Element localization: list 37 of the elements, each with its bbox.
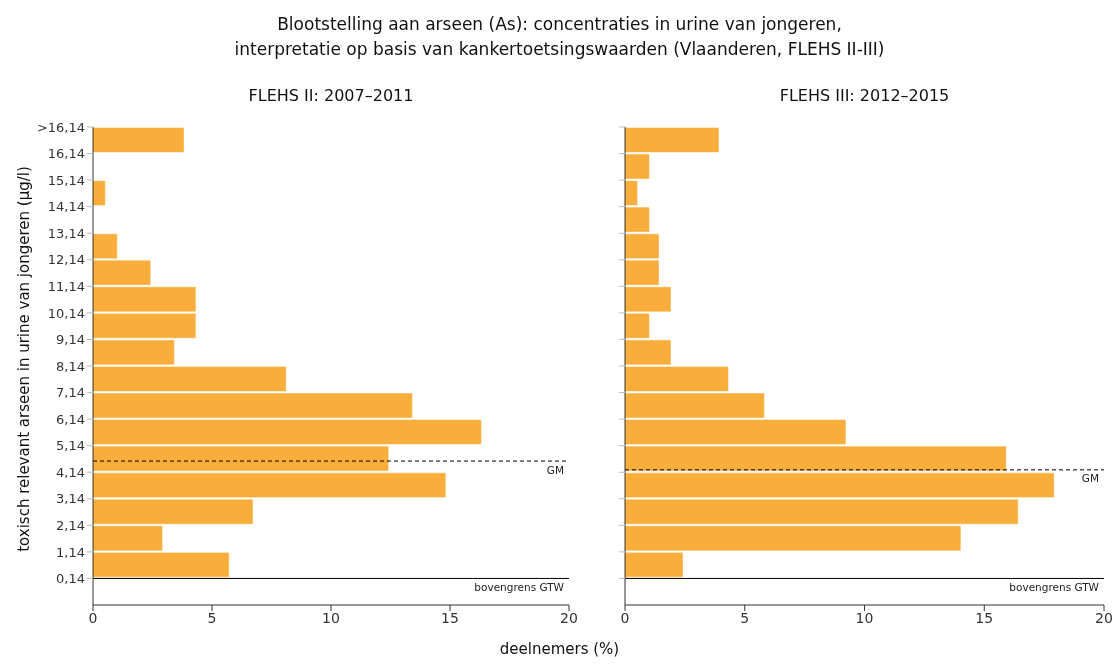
y-tick-label: 13,14 (47, 225, 85, 241)
y-tick-label: 4,14 (56, 464, 85, 480)
y-tick-label: 6,14 (56, 411, 85, 427)
x-tick-label: 15 (975, 609, 994, 626)
y-tick-label: 10,14 (47, 305, 85, 321)
y-tick-label: 3,14 (56, 491, 85, 507)
x-tick-label: 10 (855, 609, 874, 626)
chart-subtitle: FLEHS II: 2007–2011 (247, 86, 415, 105)
x-tick-label: 0 (88, 609, 98, 626)
x-axis-title: deelnemers (%) (498, 640, 621, 658)
chart-title: Blootstelling aan arseen (As): concentraties in urine van jongeren, interpretatie op basis van kankertoetsingswaarden (Vlaanderen, FLEHS II-III) (233, 13, 886, 61)
x-tick-label: 20 (560, 609, 578, 626)
x-tick-label: 5 (740, 609, 750, 626)
ref-line-label: bovengrens GTW (1009, 580, 1100, 593)
x-tick-label: 20 (1095, 609, 1113, 626)
ref-line-label: GM (546, 463, 564, 476)
y-tick-label: 1,14 (56, 544, 85, 560)
y-tick-label: 14,14 (47, 199, 85, 215)
y-tick-label: 16,14 (47, 146, 85, 162)
y-tick-label: 15,14 (47, 172, 85, 188)
y-tick-label: 8,14 (56, 358, 85, 374)
y-tick-label: 12,14 (47, 252, 85, 268)
x-tick-label: 15 (441, 609, 459, 626)
x-tick-label: 10 (322, 609, 340, 626)
ref-line-label: bovengrens GTW (474, 580, 565, 593)
y-tick-label: 0,14 (56, 571, 85, 587)
chart-subtitle: FLEHS III: 2012–2015 (778, 86, 951, 105)
y-tick-label: 5,14 (56, 438, 85, 454)
y-tick-label: >16,14 (36, 119, 85, 135)
ref-line-label: GM (1081, 472, 1099, 485)
y-tick-label: 11,14 (47, 278, 85, 294)
y-tick-label: 9,14 (56, 332, 85, 348)
y-axis-title: toxisch relevant arseen in urine van jongeren (µg/l) (15, 165, 34, 554)
y-tick-label: 2,14 (56, 517, 85, 533)
x-tick-label: 5 (207, 609, 217, 626)
y-tick-label: 7,14 (56, 385, 85, 401)
x-tick-label: 0 (620, 609, 630, 626)
